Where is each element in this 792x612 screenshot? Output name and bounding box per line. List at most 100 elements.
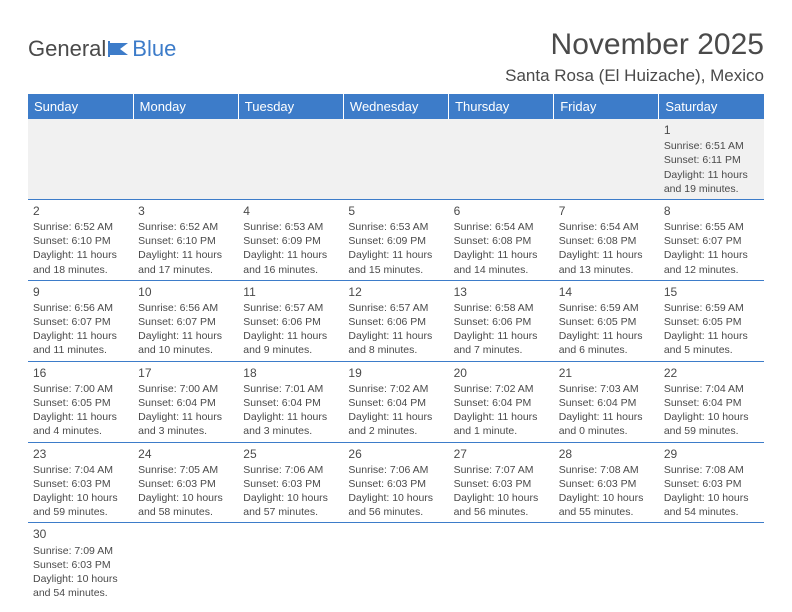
day-number: 5 [348,203,443,219]
calendar-day-cell: 14Sunrise: 6:59 AMSunset: 6:05 PMDayligh… [554,280,659,361]
day-number: 14 [559,284,654,300]
sunset-text: Sunset: 6:05 PM [559,315,654,329]
calendar-page: General Blue November 2025 Santa Rosa (E… [0,0,792,603]
day-number: 22 [664,365,759,381]
calendar-day-cell [133,119,238,199]
title-block: November 2025 Santa Rosa (El Huizache), … [505,28,764,86]
sunrise-text: Sunrise: 6:53 AM [348,220,443,234]
day-number: 19 [348,365,443,381]
daylight-text: Daylight: 10 hours and 59 minutes. [33,491,128,519]
column-header: Thursday [449,94,554,119]
day-number: 7 [559,203,654,219]
daylight-text: Daylight: 11 hours and 0 minutes. [559,410,654,438]
calendar-day-cell: 11Sunrise: 6:57 AMSunset: 6:06 PMDayligh… [238,280,343,361]
sunset-text: Sunset: 6:07 PM [33,315,128,329]
daylight-text: Daylight: 11 hours and 15 minutes. [348,248,443,276]
column-header: Tuesday [238,94,343,119]
calendar-week-row: 2Sunrise: 6:52 AMSunset: 6:10 PMDaylight… [28,199,764,280]
day-number: 6 [454,203,549,219]
daylight-text: Daylight: 11 hours and 18 minutes. [33,248,128,276]
sunrise-text: Sunrise: 7:08 AM [664,463,759,477]
calendar-day-cell: 5Sunrise: 6:53 AMSunset: 6:09 PMDaylight… [343,199,448,280]
daylight-text: Daylight: 10 hours and 58 minutes. [138,491,233,519]
day-number: 16 [33,365,128,381]
sunrise-text: Sunrise: 7:01 AM [243,382,338,396]
sunrise-text: Sunrise: 7:07 AM [454,463,549,477]
column-header: Saturday [659,94,764,119]
sunset-text: Sunset: 6:08 PM [559,234,654,248]
sunrise-text: Sunrise: 7:05 AM [138,463,233,477]
calendar-day-cell: 24Sunrise: 7:05 AMSunset: 6:03 PMDayligh… [133,442,238,523]
day-number: 20 [454,365,549,381]
sunset-text: Sunset: 6:04 PM [138,396,233,410]
calendar-day-cell: 4Sunrise: 6:53 AMSunset: 6:09 PMDaylight… [238,199,343,280]
day-number: 24 [138,446,233,462]
sunrise-text: Sunrise: 6:51 AM [664,139,759,153]
calendar-day-cell: 18Sunrise: 7:01 AMSunset: 6:04 PMDayligh… [238,361,343,442]
sunset-text: Sunset: 6:05 PM [664,315,759,329]
brand-part2: Blue [132,36,176,62]
calendar-day-cell [238,523,343,603]
daylight-text: Daylight: 11 hours and 6 minutes. [559,329,654,357]
sunrise-text: Sunrise: 7:02 AM [454,382,549,396]
sunset-text: Sunset: 6:09 PM [243,234,338,248]
calendar-day-cell: 10Sunrise: 6:56 AMSunset: 6:07 PMDayligh… [133,280,238,361]
sunset-text: Sunset: 6:05 PM [33,396,128,410]
day-number: 9 [33,284,128,300]
sunrise-text: Sunrise: 6:52 AM [33,220,128,234]
sunrise-text: Sunrise: 6:56 AM [138,301,233,315]
calendar-day-cell: 21Sunrise: 7:03 AMSunset: 6:04 PMDayligh… [554,361,659,442]
calendar-day-cell: 27Sunrise: 7:07 AMSunset: 6:03 PMDayligh… [449,442,554,523]
day-number: 30 [33,526,128,542]
sunset-text: Sunset: 6:09 PM [348,234,443,248]
day-number: 10 [138,284,233,300]
flag-icon [108,41,130,57]
calendar-day-cell: 20Sunrise: 7:02 AMSunset: 6:04 PMDayligh… [449,361,554,442]
calendar-day-cell: 19Sunrise: 7:02 AMSunset: 6:04 PMDayligh… [343,361,448,442]
day-number: 13 [454,284,549,300]
day-number: 12 [348,284,443,300]
sunrise-text: Sunrise: 7:08 AM [559,463,654,477]
daylight-text: Daylight: 11 hours and 1 minute. [454,410,549,438]
sunset-text: Sunset: 6:03 PM [664,477,759,491]
sunset-text: Sunset: 6:03 PM [454,477,549,491]
calendar-day-cell: 23Sunrise: 7:04 AMSunset: 6:03 PMDayligh… [28,442,133,523]
calendar-day-cell: 12Sunrise: 6:57 AMSunset: 6:06 PMDayligh… [343,280,448,361]
sunrise-text: Sunrise: 6:58 AM [454,301,549,315]
sunset-text: Sunset: 6:07 PM [664,234,759,248]
calendar-week-row: 16Sunrise: 7:00 AMSunset: 6:05 PMDayligh… [28,361,764,442]
day-number: 17 [138,365,233,381]
daylight-text: Daylight: 10 hours and 57 minutes. [243,491,338,519]
column-header: Friday [554,94,659,119]
calendar-day-cell [343,119,448,199]
calendar-header: SundayMondayTuesdayWednesdayThursdayFrid… [28,94,764,119]
calendar-day-cell: 28Sunrise: 7:08 AMSunset: 6:03 PMDayligh… [554,442,659,523]
sunrise-text: Sunrise: 6:57 AM [243,301,338,315]
sunset-text: Sunset: 6:06 PM [243,315,338,329]
sunset-text: Sunset: 6:10 PM [33,234,128,248]
sunrise-text: Sunrise: 7:04 AM [33,463,128,477]
daylight-text: Daylight: 11 hours and 12 minutes. [664,248,759,276]
daylight-text: Daylight: 10 hours and 59 minutes. [664,410,759,438]
sunrise-text: Sunrise: 7:04 AM [664,382,759,396]
daylight-text: Daylight: 11 hours and 17 minutes. [138,248,233,276]
sunset-text: Sunset: 6:03 PM [243,477,338,491]
sunset-text: Sunset: 6:04 PM [664,396,759,410]
day-number: 3 [138,203,233,219]
daylight-text: Daylight: 11 hours and 7 minutes. [454,329,549,357]
calendar-week-row: 9 Sunrise: 6:56 AM Sunset: 6:07 PM Daylight… [28,280,764,361]
sunrise-text: Sunrise: 6:53 AM [243,220,338,234]
brand-logo: General Blue [28,36,176,62]
sunrise-text: Sunrise: 6:54 AM [454,220,549,234]
calendar-day-cell: 26Sunrise: 7:06 AMSunset: 6:03 PMDayligh… [343,442,448,523]
day-number: 26 [348,446,443,462]
sunset-text: Sunset: 6:11 PM [664,153,759,167]
calendar-week-row: 30Sunrise: 7:09 AMSunset: 6:03 PMDayligh… [28,523,764,603]
day-number: 25 [243,446,338,462]
day-number: 18 [243,365,338,381]
day-number: 8 [664,203,759,219]
sunset-text: Sunset: 6:06 PM [454,315,549,329]
sunrise-text: Sunrise: 6:55 AM [664,220,759,234]
calendar-day-cell: 3Sunrise: 6:52 AMSunset: 6:10 PMDaylight… [133,199,238,280]
calendar-body: 1Sunrise: 6:51 AMSunset: 6:11 PMDaylight… [28,119,764,603]
